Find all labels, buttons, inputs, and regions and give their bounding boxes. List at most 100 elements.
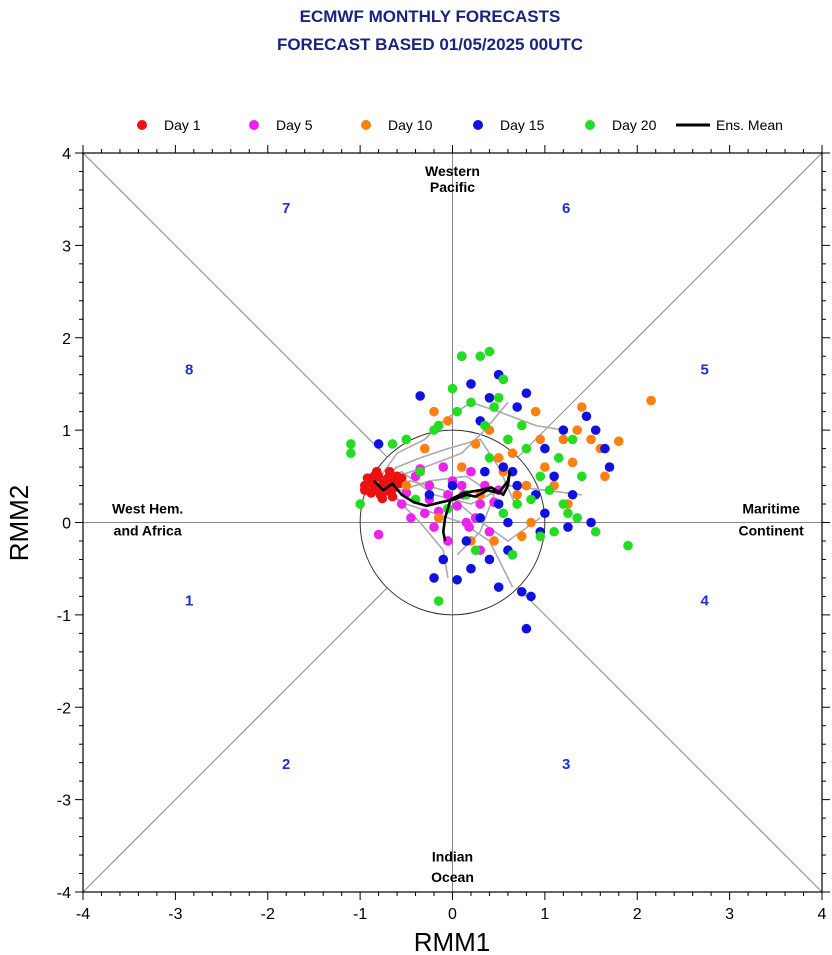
data-point-day10 <box>600 471 610 482</box>
legend-marker-day1 <box>137 120 147 130</box>
data-point-day15 <box>521 388 532 398</box>
ens-mean-line <box>373 470 512 542</box>
x-tick-label: -3 <box>168 906 182 923</box>
chart-title: ECMWF MONTHLY FORECASTS <box>300 7 561 26</box>
data-point-day10 <box>443 416 453 426</box>
data-point-day10 <box>470 439 481 449</box>
data-point-day20 <box>577 471 587 482</box>
y-tick-label: 4 <box>62 146 71 163</box>
data-point-day20 <box>470 545 481 556</box>
data-point-day10 <box>401 480 412 491</box>
data-point-day15 <box>540 508 550 519</box>
data-point-day15 <box>600 443 610 454</box>
y-tick-label: 0 <box>62 516 71 533</box>
data-point-day15 <box>590 425 601 435</box>
data-point-day15 <box>461 536 472 546</box>
data-point-day1 <box>387 491 398 502</box>
data-point-day15 <box>493 582 504 592</box>
data-point-day20 <box>590 526 601 537</box>
y-tick-label: 2 <box>62 331 71 348</box>
y-tick-label: 1 <box>62 423 71 440</box>
data-point-day20 <box>558 499 569 509</box>
data-point-day5 <box>452 501 462 511</box>
phase-number-label: 6 <box>562 200 570 217</box>
data-point-day5 <box>406 513 416 523</box>
data-point-day20 <box>503 434 513 445</box>
data-point-day15 <box>540 443 550 454</box>
data-point-day15 <box>480 466 490 477</box>
data-point-day20 <box>475 351 486 362</box>
data-point-day20 <box>526 494 536 505</box>
data-point-day20 <box>544 485 555 495</box>
data-point-day15 <box>466 379 476 389</box>
data-point-day20 <box>480 420 490 431</box>
unit-circle <box>359 429 546 616</box>
data-point-day20 <box>521 443 532 454</box>
data-point-day20 <box>493 392 504 403</box>
legend-marker-day20 <box>585 120 595 130</box>
data-point-day15 <box>521 623 532 634</box>
phase-number-label: 4 <box>701 593 710 610</box>
data-point-day10 <box>429 406 439 417</box>
data-point-day15 <box>558 425 569 435</box>
data-point-day15 <box>424 489 435 500</box>
data-point-day10 <box>521 480 532 491</box>
data-point-day20 <box>535 531 546 542</box>
data-point-day15 <box>567 489 578 500</box>
phase-number-label: 1 <box>185 593 193 610</box>
region-label: Pacific <box>430 179 475 195</box>
region-label: Continent <box>739 522 805 538</box>
x-axis-label: RMM1 <box>414 927 491 955</box>
data-point-day1 <box>384 466 395 477</box>
ensemble-mean-track <box>373 470 512 542</box>
data-point-day20 <box>567 434 578 445</box>
phase-guide-lines <box>82 152 823 893</box>
legend-marker-day5 <box>249 120 259 130</box>
data-point-day5 <box>466 466 476 477</box>
data-point-day10 <box>535 434 546 445</box>
data-point-day20 <box>516 420 527 431</box>
diagonal-line <box>82 152 388 458</box>
y-tick-label: -3 <box>57 793 71 810</box>
data-point-day1 <box>359 485 370 495</box>
chart-subtitle: FORECAST BASED 01/05/2025 00UTC <box>277 35 583 54</box>
region-label: and Africa <box>114 522 182 538</box>
data-point-day1 <box>377 493 388 504</box>
data-point-day20 <box>447 383 458 394</box>
phase-number-label: 2 <box>282 756 290 773</box>
data-point-day20 <box>553 453 564 463</box>
data-point-day20 <box>346 439 356 449</box>
data-point-day10 <box>577 402 587 412</box>
data-point-day10 <box>419 443 430 454</box>
axes: -4 -3 -2 -1 0 1 2 3 4 -4 -3 -2 -1 0 1 2 3 4 <box>57 145 830 923</box>
diagonal-line <box>82 587 388 893</box>
data-point-day20 <box>456 351 467 362</box>
legend-label: Day 10 <box>388 117 433 133</box>
data-point-day20 <box>387 439 398 449</box>
y-tick-label: -1 <box>57 608 71 625</box>
x-tick-label: -2 <box>261 906 275 923</box>
data-point-day10 <box>433 513 444 523</box>
data-point-day20 <box>452 406 462 417</box>
data-point-day1 <box>396 473 407 483</box>
data-point-day20 <box>484 453 495 463</box>
y-axis-label: RMM2 <box>4 485 34 562</box>
data-point-day20 <box>563 508 573 519</box>
data-point-day5 <box>475 499 486 509</box>
data-point-day15 <box>447 480 458 491</box>
data-point-day15 <box>586 517 596 528</box>
data-point-day15 <box>581 411 592 422</box>
data-point-day1 <box>369 471 379 482</box>
data-point-day15 <box>503 517 513 528</box>
x-tick-label: 3 <box>725 906 734 923</box>
data-point-day10 <box>572 425 583 435</box>
data-point-day15 <box>475 513 486 523</box>
x-tick-label: -4 <box>76 906 90 923</box>
region-label: Ocean <box>431 869 474 885</box>
legend-marker-day15 <box>473 120 483 130</box>
data-point-day15 <box>484 392 495 403</box>
data-point-day20 <box>346 448 356 459</box>
region-label: Maritime <box>742 500 800 516</box>
